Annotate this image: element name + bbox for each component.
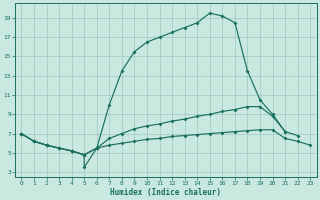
X-axis label: Humidex (Indice chaleur): Humidex (Indice chaleur) xyxy=(110,188,221,197)
